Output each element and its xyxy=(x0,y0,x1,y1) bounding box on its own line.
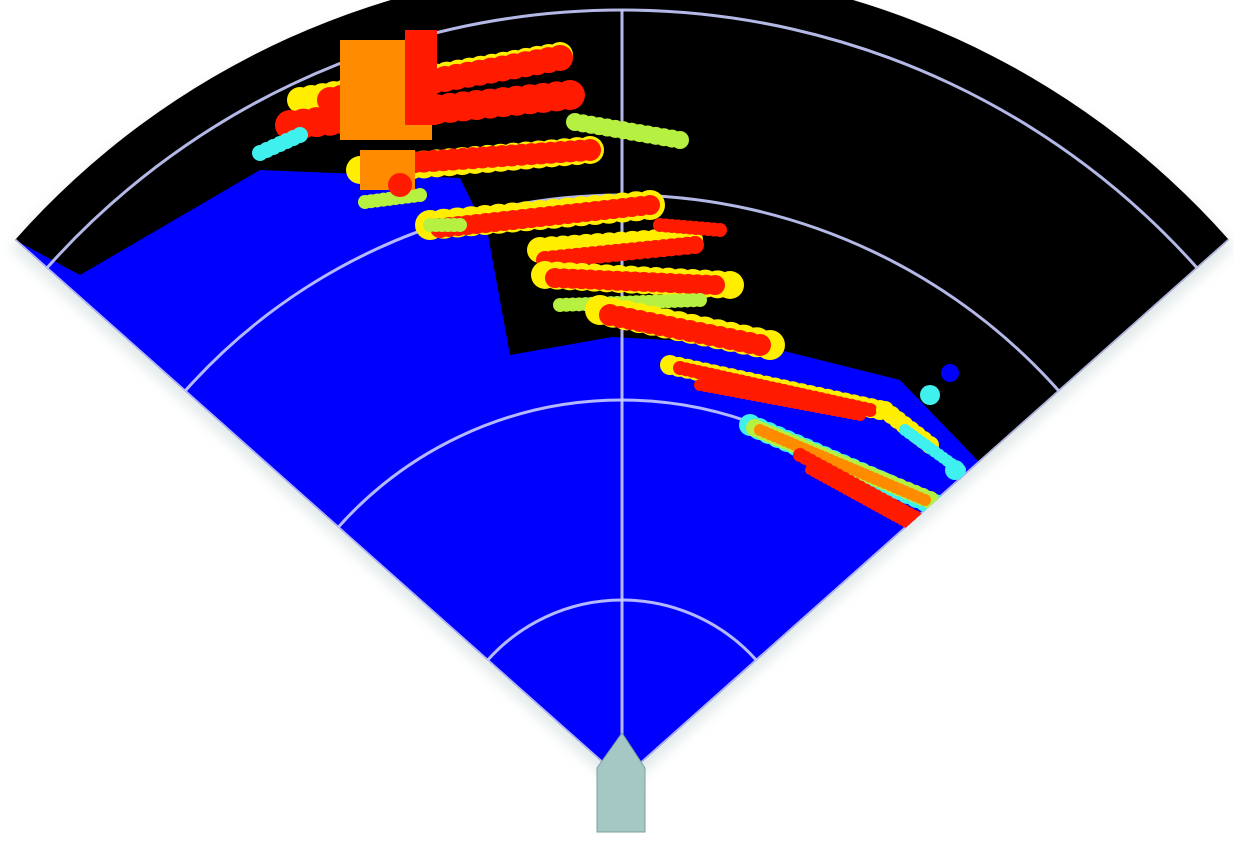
echo-cell xyxy=(413,188,427,202)
echo-cell xyxy=(716,271,744,299)
echo-cell-block xyxy=(405,30,437,125)
echo-cell xyxy=(854,409,866,421)
echo-returns xyxy=(252,30,966,657)
echo-cell xyxy=(863,403,877,417)
echo-cell xyxy=(579,139,601,161)
echo-cell xyxy=(671,131,689,149)
echo-cell xyxy=(945,460,965,480)
ownship-arrow-icon xyxy=(596,732,646,833)
echo-cell xyxy=(749,334,771,356)
echo-cell xyxy=(686,236,704,254)
echo-cell xyxy=(919,494,931,506)
echo-cell xyxy=(941,364,959,382)
echo-cell xyxy=(693,293,707,307)
echo-cell xyxy=(547,45,573,71)
echo-cell xyxy=(292,127,308,143)
echo-cell xyxy=(453,218,467,232)
echo-cell xyxy=(785,647,795,657)
echo-cell xyxy=(713,223,727,237)
echo-cell xyxy=(555,80,585,110)
echo-cell xyxy=(388,173,412,197)
echo-cell xyxy=(640,195,660,215)
echo-cell xyxy=(705,275,725,295)
echo-cell xyxy=(920,385,940,405)
